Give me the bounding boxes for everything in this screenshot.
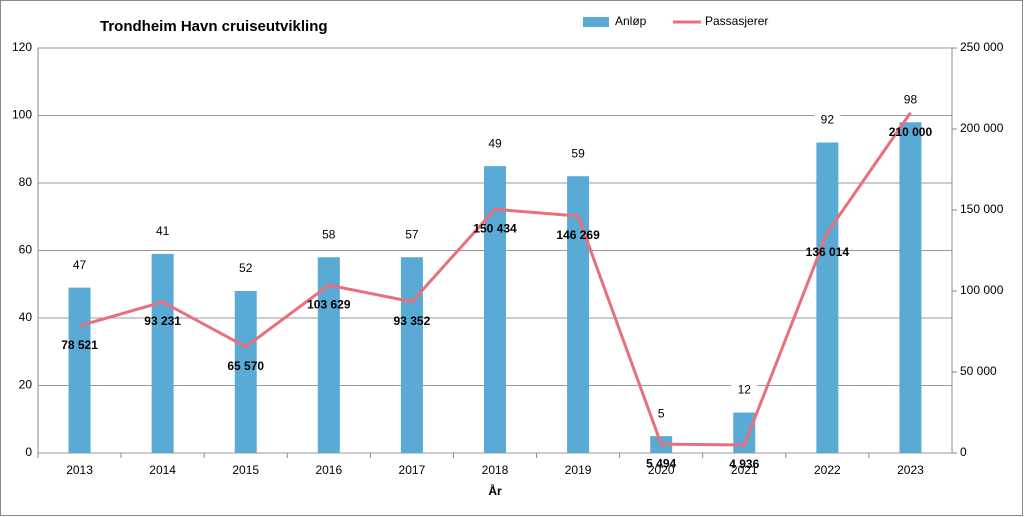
bar-label-bg (66, 257, 93, 274)
bar-label: 58 (322, 227, 336, 241)
y-tick-label: 80 (19, 175, 33, 189)
line (79, 111, 912, 447)
chart-title: Trondheim Havn cruiseutvikling (100, 18, 328, 35)
bar-label: 57 (405, 227, 419, 241)
x-tick-label: 2021 (731, 463, 758, 477)
bar-label: 49 (488, 136, 502, 150)
line-label: 65 570 (227, 359, 264, 373)
x-tick-label: 2017 (399, 463, 426, 477)
y-tick-label: 0 (25, 445, 32, 459)
x-tick-label: 2019 (565, 463, 592, 477)
bar (567, 176, 590, 453)
bar (400, 257, 423, 453)
bar-label: 52 (239, 261, 253, 275)
x-tick-label: 2020 (648, 463, 675, 477)
y2-tick-label: 50 000 (960, 364, 997, 378)
bar (816, 142, 839, 453)
line-label: 136 014 (806, 245, 850, 259)
x-tick-label: 2015 (232, 463, 259, 477)
x-axis-label: År (488, 483, 502, 498)
bar (317, 257, 340, 453)
bar-label: 5 (658, 406, 665, 420)
bar-label-bg (149, 223, 176, 240)
legend-label: Passasjerer (705, 14, 768, 28)
bar-label-bg (565, 146, 592, 163)
y-tick-label: 60 (19, 243, 33, 257)
bar-label: 41 (156, 224, 170, 238)
line-label: 5 494 (646, 456, 676, 470)
line-label: 150 434 (473, 221, 517, 235)
bar (484, 166, 506, 453)
bar-label: 98 (904, 92, 918, 106)
bar-label-bg (648, 406, 675, 423)
bar-label-bg (814, 112, 841, 129)
y-tick-label: 20 (19, 378, 33, 392)
bar (899, 122, 922, 453)
bar-label-bg (398, 227, 425, 244)
x-tick-label: 2016 (315, 463, 342, 477)
bar-label-bg (315, 227, 342, 244)
bar-label-bg (232, 261, 259, 277)
y-tick-label: 40 (19, 310, 33, 324)
y2-tick-label: 150 000 (960, 202, 1004, 216)
bar (733, 412, 756, 453)
line-label: 4 936 (729, 457, 759, 471)
legend-swatch (583, 17, 609, 27)
line-label: 146 269 (556, 228, 600, 242)
line-label: 93 231 (144, 314, 181, 328)
bar-label: 12 (738, 383, 752, 397)
x-tick-label: 2022 (814, 463, 841, 477)
bar-label: 47 (73, 258, 87, 272)
y-tick-label: 100 (12, 108, 32, 122)
bar (68, 287, 91, 453)
y2-tick-label: 250 000 (960, 40, 1004, 54)
bar-label: 59 (571, 146, 585, 160)
x-tick-label: 2018 (482, 463, 509, 477)
y2-tick-label: 200 000 (960, 121, 1004, 135)
y2-tick-label: 0 (960, 445, 967, 459)
line-label: 103 629 (307, 297, 351, 311)
bar-label-bg (482, 136, 508, 153)
bar-label-bg (897, 92, 924, 109)
x-tick-label: 2014 (149, 463, 176, 477)
line-label: 210 000 (889, 125, 933, 139)
bar-label-bg (731, 382, 758, 399)
bar (234, 291, 257, 453)
y-tick-label: 120 (12, 40, 32, 54)
x-tick-label: 2013 (66, 463, 93, 477)
bar-label: 92 (821, 113, 835, 127)
line-label: 93 352 (394, 314, 431, 328)
bar (151, 253, 174, 453)
legend-label: Anløp (615, 14, 647, 28)
y2-tick-label: 100 000 (960, 283, 1004, 297)
line-label: 78 521 (61, 338, 98, 352)
x-tick-label: 2023 (897, 463, 924, 477)
